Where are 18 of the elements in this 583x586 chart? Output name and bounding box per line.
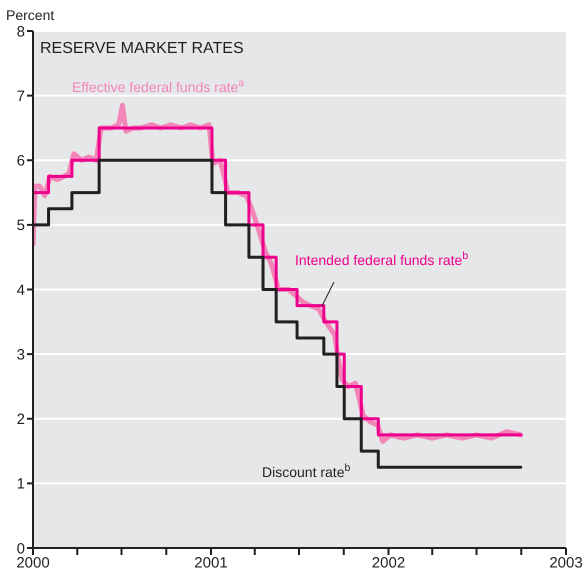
- x-tick-label: 2000: [16, 554, 50, 572]
- y-tick-label: 0: [16, 540, 25, 558]
- x-tick-label: 2002: [372, 554, 406, 572]
- text: RESERVE MARKET RATES: [40, 40, 244, 57]
- y-tick-label: 3: [16, 346, 25, 364]
- text: Effective federal funds rate$^{a}$: [72, 77, 244, 95]
- x-tick-label: 2003: [549, 554, 583, 572]
- y-tick-label: 5: [16, 217, 25, 234]
- y-tick-label: 4: [16, 282, 25, 299]
- y-tick-label: 1: [16, 476, 25, 493]
- series-label: Discount rate$^{b}$: [262, 462, 350, 480]
- y-tick-label: 6: [16, 152, 25, 170]
- series-label: Intended federal funds rate$^{b}$: [295, 250, 468, 268]
- y-tick-label: 7: [16, 88, 25, 105]
- y-tick-label: 8: [16, 23, 25, 40]
- y-axis-title: Percent: [6, 7, 54, 23]
- y-tick-label: 2: [16, 411, 25, 428]
- x-tick-label: 2001: [194, 554, 228, 572]
